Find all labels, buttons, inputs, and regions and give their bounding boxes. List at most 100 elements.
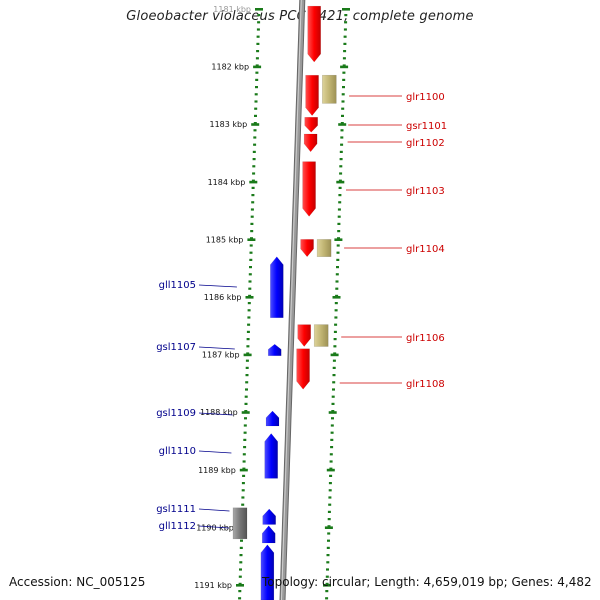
pseudo-feature-box bbox=[232, 507, 248, 540]
scale-tick-left bbox=[249, 180, 258, 184]
track-dot bbox=[332, 381, 336, 384]
track-dot bbox=[241, 496, 245, 499]
gene-label-leader bbox=[198, 284, 237, 288]
track-dot bbox=[340, 129, 344, 132]
scale-tick-label: 1188 kbp bbox=[200, 408, 238, 417]
forward-gene-arrow bbox=[305, 74, 319, 116]
track-dot bbox=[250, 215, 254, 218]
track-dot bbox=[251, 179, 255, 182]
scale-tick-label: 1183 kbp bbox=[209, 120, 247, 129]
track-dot bbox=[334, 309, 338, 312]
track-dot bbox=[325, 575, 329, 578]
accession-text: Accession: NC_005125 bbox=[9, 575, 146, 589]
track-dot bbox=[249, 266, 252, 269]
scale-tick-label: 1184 kbp bbox=[208, 178, 246, 187]
track-dot bbox=[331, 395, 335, 398]
track-dot bbox=[339, 165, 343, 168]
track-dot bbox=[244, 417, 247, 420]
track-dot bbox=[328, 496, 332, 499]
forward-gene-arrow bbox=[304, 117, 318, 133]
track-dot bbox=[238, 597, 242, 600]
reverse-gene-arrow bbox=[261, 525, 276, 544]
track-dot bbox=[255, 71, 259, 74]
scale-tick-right bbox=[328, 411, 337, 414]
track-dot bbox=[334, 302, 338, 305]
track-dot bbox=[336, 244, 340, 247]
scale-tick-right bbox=[324, 526, 333, 529]
track-dot bbox=[250, 237, 253, 240]
track-dot bbox=[340, 122, 344, 125]
track-dot bbox=[341, 93, 345, 96]
track-dot bbox=[332, 388, 335, 391]
track-dot bbox=[331, 402, 335, 405]
track-dot bbox=[344, 21, 348, 24]
track-dot bbox=[251, 194, 255, 197]
track-dot bbox=[252, 158, 256, 161]
track-dot bbox=[247, 316, 251, 319]
track-dot bbox=[245, 359, 249, 362]
track-dot bbox=[326, 546, 330, 549]
track-dot bbox=[247, 309, 251, 312]
track-dot bbox=[241, 503, 245, 506]
reverse-gene-arrow bbox=[270, 256, 284, 318]
track-dot bbox=[251, 201, 255, 204]
reverse-gene-arrow bbox=[260, 544, 275, 600]
gene-label-leader bbox=[198, 450, 232, 454]
track-dot bbox=[244, 402, 248, 405]
track-dot bbox=[238, 590, 242, 593]
genome-backbone-highlight bbox=[281, 0, 302, 600]
reverse-gene-arrow bbox=[265, 410, 280, 427]
scale-tick-label: 1189 kbp bbox=[198, 466, 236, 475]
track-dot bbox=[248, 280, 252, 283]
track-dot bbox=[254, 100, 258, 103]
track-dot bbox=[254, 114, 257, 117]
track-dot bbox=[328, 482, 332, 485]
track-dot bbox=[335, 280, 339, 283]
track-dot bbox=[343, 50, 347, 53]
reverse-gene-arrow bbox=[267, 343, 282, 357]
track-dot bbox=[250, 230, 254, 233]
track-dot bbox=[252, 172, 256, 175]
scale-tick-label: 1191 kbp bbox=[194, 581, 232, 590]
track-dot bbox=[336, 251, 340, 254]
track-dot bbox=[328, 489, 332, 492]
track-dot bbox=[329, 453, 333, 456]
track-dot bbox=[255, 78, 259, 81]
track-dot bbox=[333, 352, 337, 355]
rna-feature-box bbox=[316, 239, 332, 257]
track-dot bbox=[338, 201, 342, 204]
track-dot bbox=[341, 100, 345, 103]
track-dot bbox=[245, 366, 249, 369]
track-dot bbox=[342, 71, 346, 74]
track-dot bbox=[337, 237, 340, 240]
rna-feature-box bbox=[313, 324, 329, 347]
track-dot bbox=[333, 330, 337, 333]
track-dot bbox=[342, 57, 346, 60]
track-dot bbox=[251, 186, 255, 189]
gene-label-glr1103: glr1103 bbox=[406, 186, 445, 197]
track-dot bbox=[246, 345, 250, 348]
track-dot bbox=[239, 561, 243, 564]
scale-tick-label: 1187 kbp bbox=[202, 351, 240, 360]
track-dot bbox=[344, 14, 348, 17]
track-dot bbox=[238, 575, 242, 578]
track-dot bbox=[337, 230, 341, 233]
genome-backbone bbox=[280, 0, 305, 600]
scale-tick-left bbox=[251, 123, 260, 126]
track-dot bbox=[341, 107, 345, 110]
track-dot bbox=[238, 582, 242, 585]
track-dot bbox=[332, 374, 336, 377]
forward-gene-arrow bbox=[296, 348, 310, 390]
track-dot bbox=[342, 78, 346, 81]
forward-gene-arrow bbox=[307, 5, 321, 63]
track-dot bbox=[249, 258, 253, 261]
track-dot bbox=[327, 525, 331, 528]
scale-tick-right bbox=[334, 238, 343, 241]
track-dot bbox=[243, 446, 247, 449]
scale-tick-left bbox=[253, 65, 262, 69]
track-dot bbox=[255, 86, 258, 89]
track-dot bbox=[245, 381, 249, 384]
track-dot bbox=[330, 446, 334, 449]
track-dot bbox=[339, 150, 343, 153]
scale-tick-right bbox=[330, 353, 339, 357]
